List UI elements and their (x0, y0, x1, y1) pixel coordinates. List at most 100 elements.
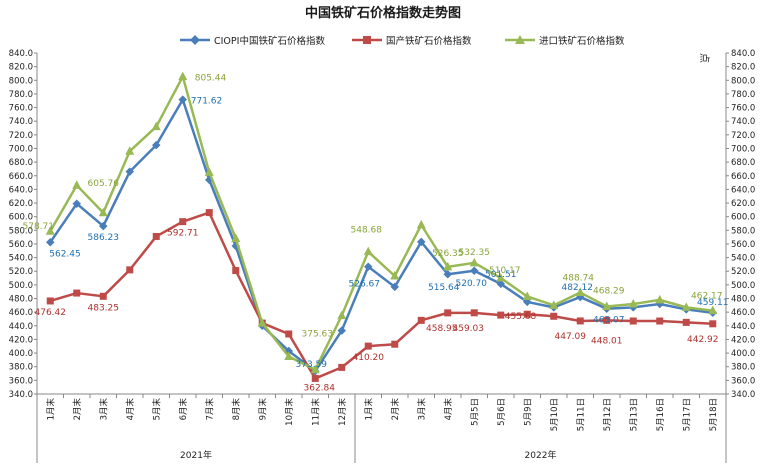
y-tick-label-right: 820.0 (731, 63, 755, 73)
data-label: 458.95 (426, 324, 458, 334)
x-tick-label: 7月末 (204, 398, 215, 421)
data-point-domestic (338, 363, 346, 371)
data-point-domestic (205, 209, 213, 217)
data-point-domestic (126, 266, 134, 274)
data-point-domestic (682, 318, 690, 326)
data-point-import (72, 180, 82, 189)
data-point-domestic (629, 317, 637, 325)
data-point-import (496, 272, 506, 282)
x-tick-label: 5月16日 (656, 398, 666, 431)
legend-marker-domestic (363, 36, 371, 44)
data-label: 410.20 (353, 353, 385, 363)
y-tick-label-left: 720.0 (9, 131, 33, 141)
data-label: 592.71 (167, 229, 199, 239)
data-point-ciopi (364, 262, 373, 271)
y-tick-label-left: 380.0 (9, 363, 33, 373)
y-tick-label-right: 400.0 (731, 349, 755, 359)
data-point-import (337, 310, 347, 320)
x-tick-label: 4月末 (125, 398, 136, 421)
data-point-domestic (497, 311, 505, 319)
series-line-1 (49, 211, 713, 380)
x-tick-label: 5月11日 (576, 398, 586, 431)
data-point-domestic (311, 374, 319, 382)
data-label: 578.71 (23, 222, 55, 232)
data-point-import (178, 71, 188, 81)
y-tick-label-left: 800.0 (9, 76, 33, 86)
data-label: 483.25 (88, 303, 120, 313)
data-point-domestic (603, 316, 611, 324)
data-point-domestic (576, 317, 584, 325)
y-tick-label-left: 460.0 (9, 308, 33, 318)
x-tick-label: 11月末 (310, 398, 321, 426)
x-tick-label: 8月末 (231, 398, 242, 421)
series-line-0 (49, 98, 713, 373)
data-label: 532.35 (459, 248, 491, 258)
data-point-ciopi (337, 326, 346, 335)
data-point-import (575, 287, 585, 297)
x-tick-label: 12月末 (337, 398, 348, 426)
data-point-ciopi (178, 95, 187, 104)
y-tick-label-right: 840.0 (731, 49, 755, 59)
legend-marker-ciopi (190, 35, 200, 45)
data-point-import (708, 305, 718, 315)
data-label: 501.51 (485, 270, 517, 280)
x-tick-label: 6月末 (178, 398, 189, 421)
data-point-domestic (46, 297, 54, 305)
x-tick-label: 3月末 (416, 398, 427, 421)
data-point-import (443, 261, 453, 271)
y-tick-label-left: 520.0 (9, 267, 33, 277)
x-tick-label: 5月12日 (603, 398, 613, 431)
x-tick-label: 5月18日 (709, 398, 719, 431)
y-tick-label-right: 560.0 (731, 240, 755, 250)
data-point-import (125, 146, 135, 155)
y-tick-label-left: 780.0 (9, 90, 33, 100)
data-point-ciopi (443, 269, 452, 279)
y-tick-label-right: 380.0 (731, 363, 755, 373)
y-tick-label-left: 620.0 (9, 199, 33, 209)
data-point-domestic (73, 289, 81, 297)
data-label: 468.29 (593, 287, 625, 297)
y-tick-label-left: 700.0 (9, 144, 33, 154)
legend-item-domestic: 国产铁矿石价格指数 (352, 35, 472, 47)
data-point-ciopi (390, 282, 399, 292)
data-label: 510.17 (489, 266, 521, 276)
year-label: 2021年 (180, 449, 212, 461)
x-tick-label: 1月末 (363, 398, 374, 421)
y-tick-label-right: 720.0 (731, 131, 755, 141)
y-tick-label-right: 520.0 (731, 267, 755, 277)
y-tick-label-left: 820.0 (9, 63, 33, 73)
y-tick-label-left: 600.0 (9, 213, 33, 223)
data-point-domestic (99, 292, 107, 300)
data-label: 459.11 (697, 298, 729, 308)
y-tick-label-right: 620.0 (731, 199, 755, 209)
data-point-domestic (417, 316, 425, 324)
data-label: 562.45 (49, 249, 81, 259)
data-label: 459.03 (453, 324, 485, 334)
x-tick-label: 3月末 (98, 398, 109, 421)
data-point-ciopi (46, 238, 55, 247)
y-tick-label-right: 680.0 (731, 158, 755, 168)
y-tick-label-right: 500.0 (731, 281, 755, 291)
data-point-domestic (444, 309, 452, 317)
x-tick-label: 9月末 (257, 398, 268, 421)
legend-item-ciopi: CIOPI中国铁矿石价格指数 (180, 35, 325, 47)
data-point-domestic (470, 309, 478, 317)
x-tick-label: 1月末 (45, 398, 56, 421)
legend-marker-import (515, 35, 525, 44)
x-tick-label: 5月9日 (523, 398, 533, 426)
data-point-import (257, 318, 267, 327)
legend-label-ciopi: CIOPI中国铁矿石价格指数 (214, 35, 325, 47)
y-tick-label-right: 740.0 (731, 117, 755, 127)
data-label: 520.70 (456, 279, 488, 289)
x-tick-label: 4月末 (443, 398, 454, 421)
data-point-import (469, 257, 479, 267)
y-tick-label-left: 740.0 (9, 117, 33, 127)
data-point-import (602, 301, 612, 311)
data-label: 586.23 (88, 233, 120, 243)
y-tick-label-left: 840.0 (9, 49, 33, 59)
data-point-ciopi (417, 237, 426, 247)
data-label: 462.17 (691, 292, 723, 302)
data-label: 465.07 (593, 316, 625, 326)
data-point-ciopi (470, 266, 479, 276)
